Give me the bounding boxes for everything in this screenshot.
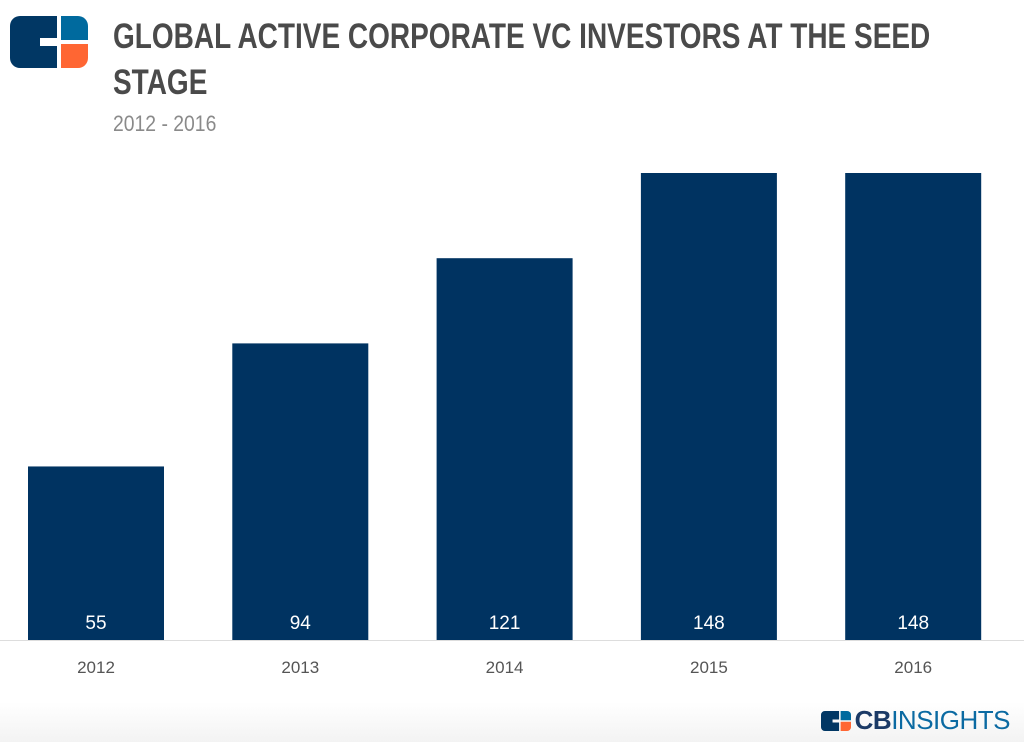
bar-2012	[28, 466, 164, 640]
brand-name: CBINSIGHTS	[854, 705, 1011, 735]
data-label-2013: 94	[290, 613, 312, 634]
bar-2014	[436, 258, 573, 640]
x-tick-label-2014: 2014	[486, 658, 524, 677]
chart-subtitle: 2012 - 2016	[113, 111, 217, 136]
chart-title: GLOBAL ACTIVE CORPORATE VC INVESTORS AT …	[113, 14, 993, 106]
bar-2013	[232, 343, 369, 640]
footer	[0, 702, 1024, 742]
title-line-2: STAGE	[113, 63, 208, 102]
title-line-1: GLOBAL ACTIVE CORPORATE VC INVESTORS AT …	[113, 17, 931, 56]
data-label-2016: 148	[897, 613, 929, 634]
x-tick-label-2016: 2016	[894, 658, 932, 677]
cb-insights-small-logo-icon	[820, 710, 851, 731]
x-tick-label-2015: 2015	[690, 658, 728, 677]
cb-insights-logo-icon	[10, 16, 88, 68]
bar-2015	[640, 173, 777, 640]
bar-2016	[845, 173, 982, 640]
data-label-2012: 55	[85, 613, 106, 634]
x-tick-label-2012: 2012	[77, 658, 115, 677]
data-label-2014: 121	[489, 613, 521, 634]
data-label-2015: 148	[693, 613, 725, 634]
x-tick-label-2013: 2013	[281, 658, 319, 677]
brand-logo: CBINSIGHTS	[820, 705, 1011, 736]
